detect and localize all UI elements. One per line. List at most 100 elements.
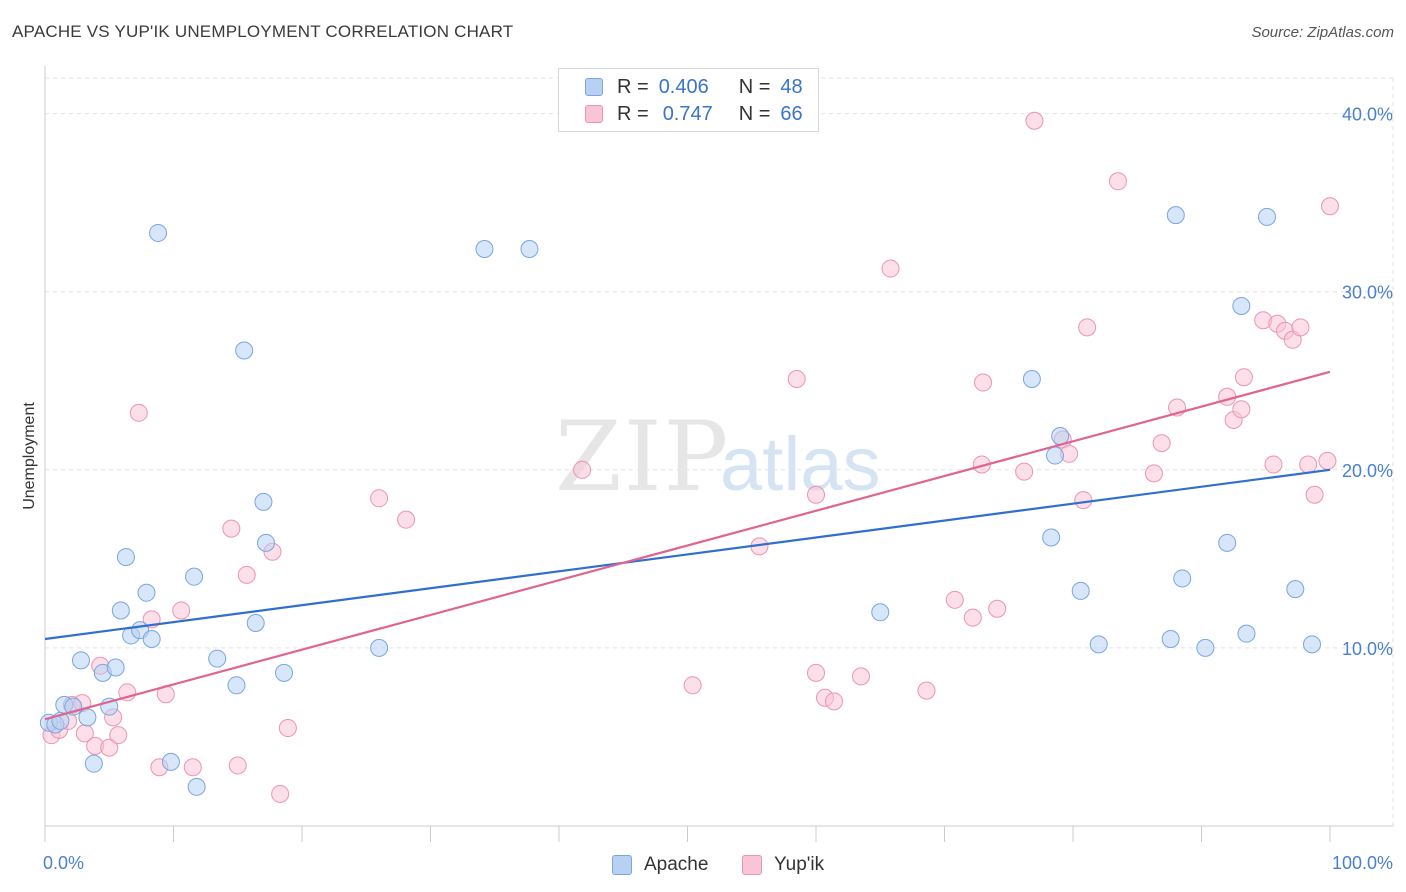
yupik-point xyxy=(1108,172,1127,191)
legend-row-apache: R = 0.406 N = 48 xyxy=(559,73,803,101)
legend-n-label: N = xyxy=(738,102,771,125)
apache-point xyxy=(1196,638,1215,657)
apache-point xyxy=(1089,635,1108,654)
apache-point xyxy=(71,651,90,670)
apache-point xyxy=(78,708,97,727)
yupik-point xyxy=(1291,318,1310,337)
apache-point xyxy=(1237,624,1256,643)
watermark-zip: ZIP xyxy=(555,401,730,513)
apache-point xyxy=(246,613,265,632)
apache-point xyxy=(235,341,254,360)
apache-point xyxy=(275,663,294,682)
apache-point xyxy=(1286,580,1305,599)
axes xyxy=(44,66,1393,842)
apache-point xyxy=(1042,528,1061,547)
yupik-point xyxy=(988,599,1007,618)
y-axis-label: Unemployment xyxy=(21,402,38,510)
yupik-point xyxy=(917,681,936,700)
apache-point xyxy=(106,658,125,677)
apache-point xyxy=(1258,207,1277,226)
chart-title: APACHE VS YUP'IK UNEMPLOYMENT CORRELATIO… xyxy=(12,22,514,41)
bottom-legend-yupik: Yup'ik xyxy=(742,852,824,878)
apache-point xyxy=(149,223,168,242)
yupik-point xyxy=(1015,462,1034,481)
apache-point xyxy=(142,630,161,648)
yupik-point xyxy=(1152,434,1171,453)
yupik-legend-swatch xyxy=(742,855,762,875)
yupik-point xyxy=(824,692,843,711)
apache-point xyxy=(137,583,156,602)
yupik-point xyxy=(370,489,389,508)
yupik-point xyxy=(1234,368,1253,387)
legend-r-label: R = xyxy=(617,75,649,98)
apache-point xyxy=(520,239,539,258)
yupik-trendline xyxy=(44,370,1331,721)
yupik-point xyxy=(573,460,592,479)
apache-point xyxy=(227,676,246,695)
yupik-point xyxy=(237,565,256,584)
trendlines xyxy=(44,370,1331,721)
yupik-point xyxy=(278,719,297,738)
y-tick-label: 10.0% xyxy=(1342,639,1393,659)
yupik-point xyxy=(963,608,982,627)
watermark-atlas: atlas xyxy=(720,422,881,507)
yupik-point xyxy=(851,667,870,686)
bottom-legend-apache: Apache xyxy=(612,852,708,878)
yupik-point xyxy=(222,519,241,538)
apache-point xyxy=(111,601,130,620)
apache-point xyxy=(116,548,135,567)
apache-legend-label: Apache xyxy=(644,854,709,875)
yupik-point xyxy=(683,676,702,695)
correlation-legend: R = 0.406 N = 48 R = 0.747 N = 66 xyxy=(558,68,819,132)
yupik-point xyxy=(881,259,900,278)
apache-trendline xyxy=(44,468,1331,641)
x-tick-label-max: 100.0% xyxy=(1332,853,1393,873)
yupik-point xyxy=(1144,464,1163,483)
legend-row-yupik: R = 0.747 N = 66 xyxy=(559,100,803,128)
apache-point xyxy=(1232,296,1251,315)
apache-point xyxy=(161,752,180,771)
yupik-point xyxy=(787,369,806,388)
apache-point xyxy=(1022,369,1041,388)
legend-r-label: R = xyxy=(617,102,649,125)
yupik-point xyxy=(183,758,202,777)
yupik-point xyxy=(1264,455,1283,474)
y-tick-label: 40.0% xyxy=(1342,105,1393,125)
apache-point xyxy=(1173,569,1192,588)
apache-point xyxy=(1303,635,1322,654)
yupik-legend-label: Yup'ik xyxy=(774,854,825,875)
series-apache-points xyxy=(39,206,1322,796)
yupik-swatch xyxy=(585,105,603,123)
apache-point xyxy=(1161,630,1180,648)
yupik-point xyxy=(129,403,148,422)
yupik-point xyxy=(1025,111,1044,130)
series-yupik-points xyxy=(42,111,1339,803)
yupik-point xyxy=(271,784,290,803)
apache-swatch xyxy=(585,78,603,96)
apache-point xyxy=(871,603,890,622)
legend-r-value: 0.406 xyxy=(658,75,709,98)
yupik-point xyxy=(1305,485,1324,504)
yupik-point xyxy=(945,590,964,609)
apache-point xyxy=(254,492,273,511)
yupik-point xyxy=(228,756,247,775)
apache-point xyxy=(1046,446,1065,465)
apache-point xyxy=(187,777,206,796)
apache-point xyxy=(1218,533,1237,552)
apache-point xyxy=(208,649,227,668)
yupik-point xyxy=(109,726,128,745)
yupik-point xyxy=(1318,451,1337,470)
chart-source: Source: ZipAtlas.com xyxy=(1251,24,1394,41)
yupik-point xyxy=(1074,491,1093,510)
yupik-point xyxy=(1232,400,1251,419)
yupik-point xyxy=(807,485,825,504)
legend-n-value: 66 xyxy=(780,102,803,125)
yupik-point xyxy=(974,373,993,392)
y-tick-label: 20.0% xyxy=(1342,461,1393,481)
yupik-point xyxy=(1299,455,1318,474)
yupik-point xyxy=(172,601,191,620)
yupik-point xyxy=(1321,197,1339,216)
apache-legend-swatch xyxy=(612,855,632,875)
yupik-point xyxy=(100,738,119,757)
